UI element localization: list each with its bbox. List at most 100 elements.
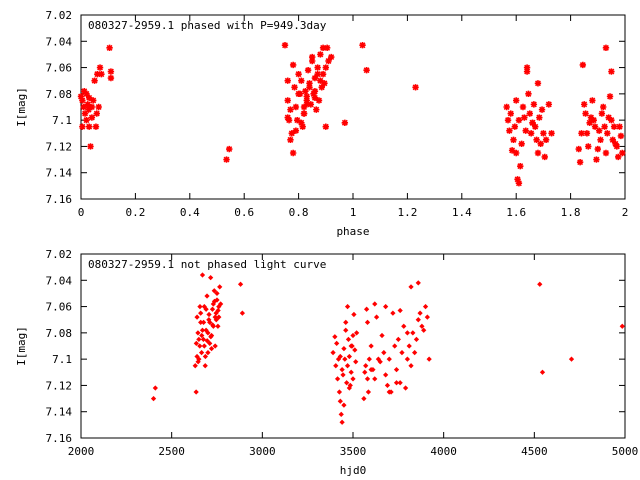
bottom-data-point — [404, 330, 411, 336]
top-data-point — [506, 127, 513, 134]
bottom-data-point — [207, 319, 213, 325]
top-data-point — [515, 116, 523, 124]
top-x-tick-label: 1 — [350, 206, 357, 219]
top-data-point — [87, 143, 94, 150]
bottom-data-point — [205, 330, 211, 336]
bottom-data-point — [196, 336, 202, 343]
top-data-point — [523, 68, 531, 75]
bottom-data-point — [197, 343, 203, 349]
top-data-point — [548, 130, 555, 137]
bottom-x-tick-label: 2000 — [68, 445, 95, 458]
bottom-data-point — [361, 395, 367, 402]
bottom-data-point — [395, 336, 401, 343]
top-data-point — [85, 123, 93, 130]
top-data-point — [94, 70, 101, 78]
bottom-data-point — [333, 363, 339, 369]
top-data-point — [359, 42, 366, 49]
top-y-axis-label: I[mag] — [15, 87, 28, 127]
bottom-data-point — [342, 356, 348, 362]
bottom-data-point — [364, 319, 371, 325]
top-data-point — [107, 74, 115, 82]
bottom-data-point — [338, 411, 344, 417]
top-data-point — [88, 103, 96, 111]
top-x-tick-label: 2 — [622, 206, 629, 219]
bottom-data-point — [201, 343, 207, 349]
top-data-point — [93, 110, 100, 117]
bottom-y-tick-label: 7.06 — [46, 301, 73, 314]
bottom-data-point — [350, 332, 356, 339]
top-data-point — [226, 145, 233, 153]
bottom-data-point — [208, 275, 214, 281]
bottom-data-point — [337, 353, 343, 360]
top-data-point — [586, 119, 593, 126]
bottom-data-point — [386, 356, 392, 362]
top-data-point — [91, 77, 98, 84]
top-data-point — [322, 64, 329, 71]
top-data-point — [302, 88, 309, 95]
bottom-y-tick-label: 7.14 — [46, 406, 73, 419]
bottom-data-point — [339, 419, 345, 425]
top-data-point — [289, 61, 297, 69]
top-data-point — [504, 116, 512, 124]
top-data-point — [606, 93, 614, 100]
top-data-point — [598, 110, 606, 117]
top-data-point — [363, 67, 370, 74]
bottom-data-point — [348, 369, 354, 375]
bottom-data-point — [343, 319, 349, 325]
top-data-point — [322, 123, 329, 130]
top-data-point — [79, 123, 86, 130]
top-data-point — [529, 119, 536, 126]
bottom-data-point — [339, 367, 345, 373]
bottom-x-tick-label: 5000 — [612, 445, 639, 458]
top-data-point — [576, 159, 584, 166]
top-data-point — [83, 90, 90, 98]
top-x-tick-label: 1.6 — [506, 206, 526, 219]
bottom-x-axis-label: hjd0 — [340, 464, 367, 477]
bottom-data-point — [203, 306, 209, 312]
bottom-data-point — [344, 380, 350, 386]
top-data-point — [284, 77, 291, 84]
bottom-data-point — [372, 376, 378, 382]
bottom-data-point — [346, 385, 352, 391]
top-y-tick-label: 7.1 — [52, 114, 72, 127]
top-data-point — [292, 127, 300, 134]
top-data-point — [582, 110, 589, 117]
top-data-point — [578, 130, 585, 137]
bottom-data-point — [392, 343, 398, 349]
bottom-y-tick-label: 7.08 — [46, 327, 73, 340]
top-data-point — [85, 106, 92, 113]
top-data-point — [299, 123, 306, 130]
top-data-point — [610, 123, 618, 130]
top-x-tick-label: 1.2 — [397, 206, 417, 219]
top-data-point — [581, 101, 588, 108]
bottom-data-point — [193, 389, 199, 395]
bottom-data-point — [195, 359, 201, 365]
bottom-data-point — [352, 347, 358, 353]
top-data-point — [508, 147, 516, 154]
bottom-data-point — [412, 349, 418, 356]
top-data-point — [328, 53, 335, 61]
top-panel: 0 0.2 0.4 0.6 0.8 1 1.2 1.4 1.6 1.8 2 7.02 7.04 7.06 7… — [15, 9, 628, 238]
bottom-data-point — [334, 376, 341, 382]
top-data-point — [314, 70, 321, 78]
top-data-point — [298, 77, 305, 84]
bottom-data-point — [218, 301, 224, 307]
bottom-y-axis-label: I[mag] — [15, 326, 28, 366]
top-data-point — [81, 110, 89, 117]
bottom-data-point — [379, 332, 385, 339]
top-data-point — [319, 70, 327, 78]
bottom-data-point — [204, 338, 210, 344]
bottom-data-point — [207, 340, 213, 346]
top-data-point — [289, 149, 297, 157]
bottom-data-point — [215, 323, 221, 329]
bottom-data-point — [204, 293, 210, 299]
top-data-point — [597, 136, 604, 144]
top-data-point — [515, 180, 523, 187]
bottom-data-point — [211, 298, 218, 304]
bottom-data-point — [341, 346, 347, 352]
bottom-x-tick-label: 4000 — [430, 445, 457, 458]
top-data-point — [303, 97, 310, 104]
bottom-data-point — [198, 349, 205, 356]
bottom-data-point — [212, 343, 218, 349]
